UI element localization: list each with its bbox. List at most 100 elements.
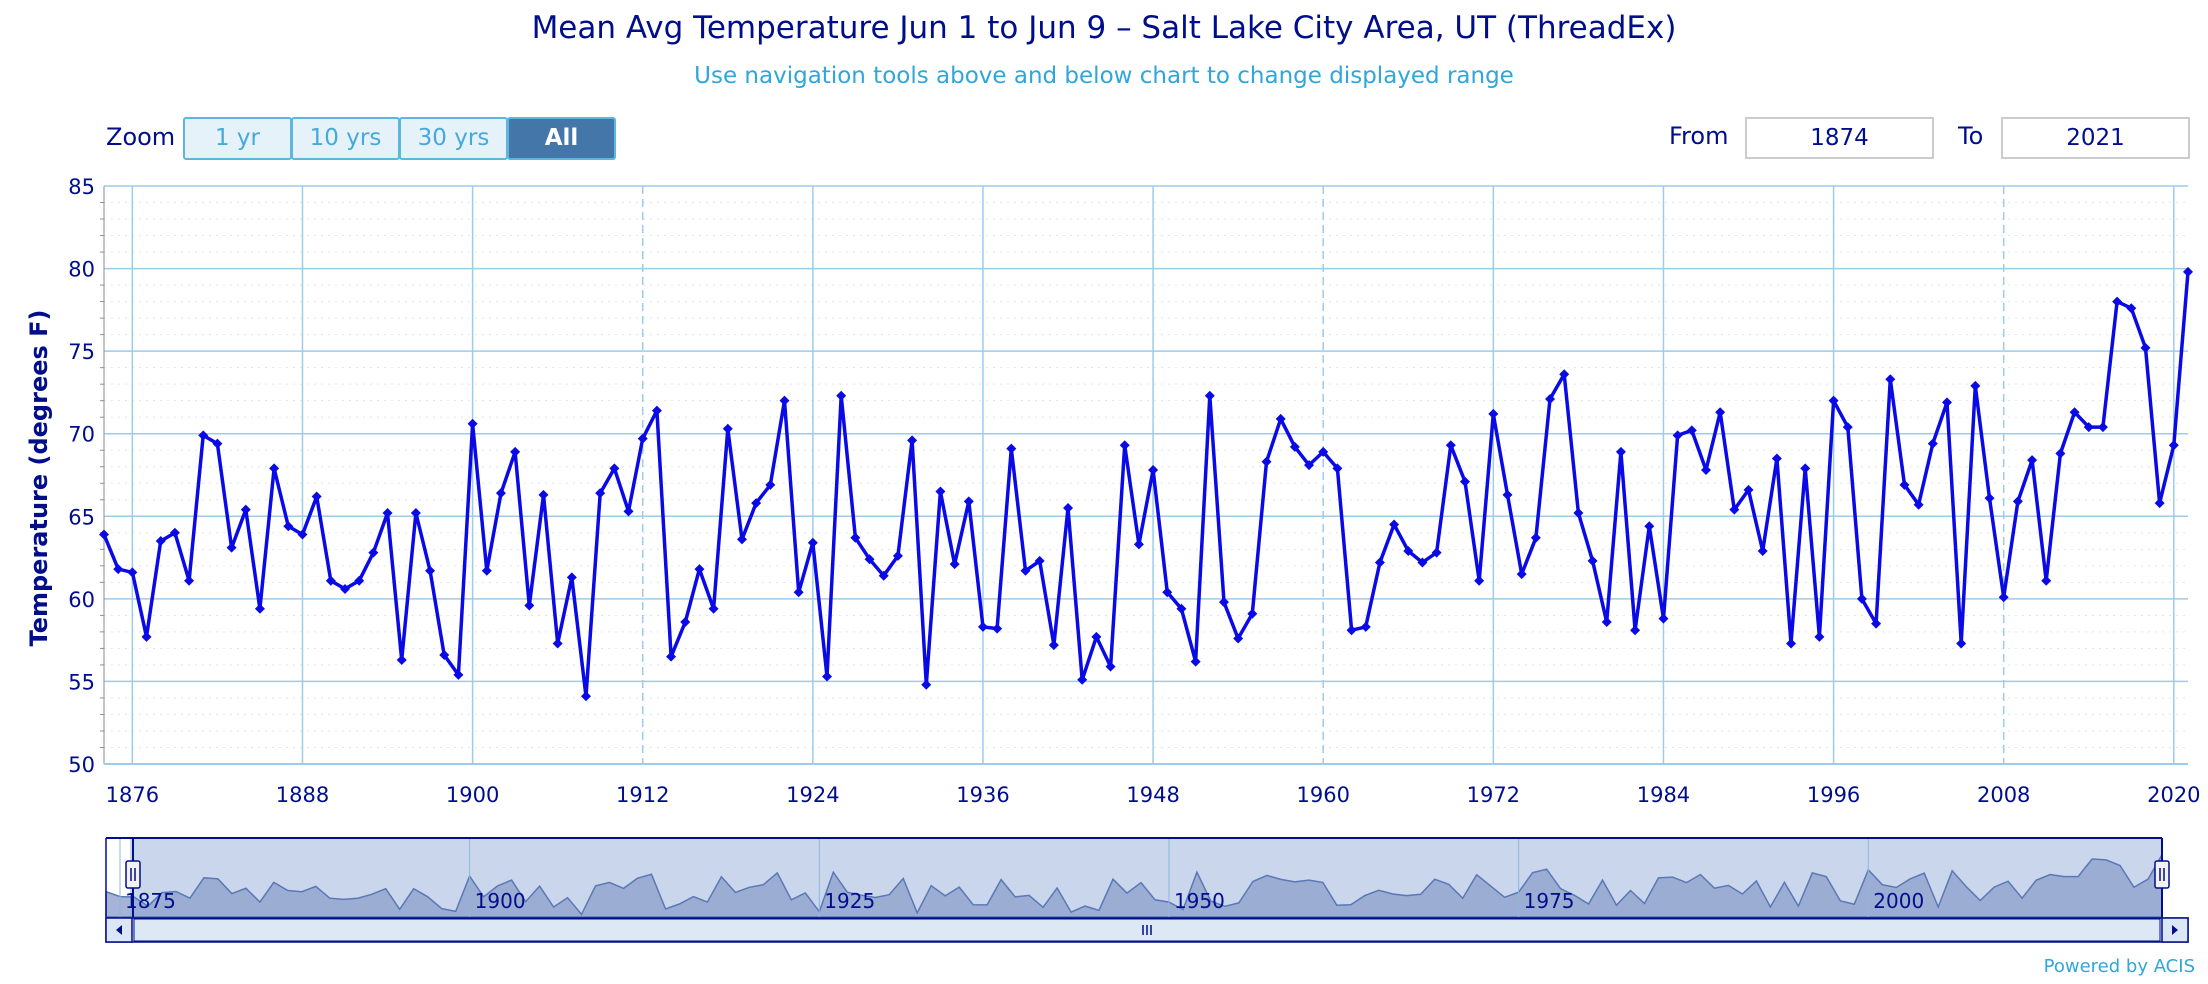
- data-point[interactable]: [1814, 631, 1825, 642]
- data-point[interactable]: [1304, 460, 1315, 471]
- data-point[interactable]: [1672, 430, 1683, 441]
- data-point[interactable]: [1899, 479, 1910, 490]
- zoom-all-button[interactable]: All: [507, 117, 616, 160]
- data-point[interactable]: [992, 623, 1003, 634]
- from-year-input[interactable]: [1745, 117, 1934, 159]
- data-point[interactable]: [736, 534, 747, 545]
- data-point[interactable]: [453, 669, 464, 680]
- data-point[interactable]: [1162, 587, 1173, 598]
- data-point[interactable]: [595, 488, 606, 499]
- data-point[interactable]: [566, 572, 577, 583]
- data-point[interactable]: [1119, 440, 1130, 451]
- data-point[interactable]: [2126, 303, 2137, 314]
- zoom-10yrs-button[interactable]: 10 yrs: [291, 117, 400, 160]
- navigator-left-handle[interactable]: [125, 860, 141, 889]
- data-point[interactable]: [1644, 521, 1655, 532]
- data-point[interactable]: [1488, 408, 1499, 419]
- data-point[interactable]: [1771, 453, 1782, 464]
- data-point[interactable]: [1247, 608, 1258, 619]
- data-point[interactable]: [113, 564, 124, 575]
- data-point[interactable]: [1786, 638, 1797, 649]
- data-point[interactable]: [1332, 463, 1343, 474]
- data-point[interactable]: [127, 567, 138, 578]
- data-point[interactable]: [1502, 489, 1513, 500]
- data-point[interactable]: [538, 489, 549, 500]
- data-point[interactable]: [680, 616, 691, 627]
- data-point[interactable]: [1091, 631, 1102, 642]
- data-point[interactable]: [552, 638, 563, 649]
- scroll-left-button[interactable]: [105, 917, 133, 943]
- data-point[interactable]: [184, 575, 195, 586]
- data-point[interactable]: [1630, 625, 1641, 636]
- data-point[interactable]: [2069, 407, 2080, 418]
- data-point[interactable]: [1587, 555, 1598, 566]
- data-point[interactable]: [2154, 498, 2165, 509]
- data-point[interactable]: [1573, 507, 1584, 518]
- data-point[interactable]: [2055, 448, 2066, 459]
- data-point[interactable]: [1998, 592, 2009, 603]
- data-point[interactable]: [765, 479, 776, 490]
- data-point[interactable]: [1715, 407, 1726, 418]
- data-point[interactable]: [481, 565, 492, 576]
- data-point[interactable]: [254, 603, 265, 614]
- data-point[interactable]: [524, 600, 535, 611]
- data-point[interactable]: [1828, 395, 1839, 406]
- data-point[interactable]: [1289, 441, 1300, 452]
- data-point[interactable]: [1559, 369, 1570, 380]
- data-point[interactable]: [2083, 422, 2094, 433]
- data-point[interactable]: [226, 542, 237, 553]
- data-point[interactable]: [1800, 463, 1811, 474]
- data-point[interactable]: [1261, 456, 1272, 467]
- data-point[interactable]: [1431, 547, 1442, 558]
- data-point[interactable]: [1927, 438, 1938, 449]
- data-point[interactable]: [1218, 597, 1229, 608]
- data-point[interactable]: [2041, 575, 2052, 586]
- data-point[interactable]: [864, 554, 875, 565]
- data-point[interactable]: [1601, 616, 1612, 627]
- data-point[interactable]: [1615, 446, 1626, 457]
- data-point[interactable]: [1275, 413, 1286, 424]
- data-point[interactable]: [1459, 476, 1470, 487]
- data-point[interactable]: [2027, 455, 2038, 466]
- data-point[interactable]: [99, 529, 109, 540]
- data-point[interactable]: [949, 559, 960, 570]
- data-point[interactable]: [354, 575, 365, 586]
- data-point[interactable]: [779, 395, 790, 406]
- data-point[interactable]: [1077, 674, 1088, 685]
- data-point[interactable]: [907, 435, 918, 446]
- data-point[interactable]: [2112, 296, 2123, 307]
- data-point[interactable]: [623, 506, 634, 517]
- data-point[interactable]: [892, 550, 903, 561]
- data-point[interactable]: [1133, 539, 1144, 550]
- data-point[interactable]: [1063, 503, 1074, 514]
- data-point[interactable]: [340, 583, 351, 594]
- data-point[interactable]: [637, 433, 648, 444]
- data-point[interactable]: [722, 423, 733, 434]
- navigator-right-handle[interactable]: [2154, 860, 2170, 889]
- data-point[interactable]: [1856, 593, 1867, 604]
- data-point[interactable]: [609, 463, 620, 474]
- data-point[interactable]: [1686, 425, 1697, 436]
- data-point[interactable]: [198, 430, 209, 441]
- data-point[interactable]: [878, 570, 889, 581]
- data-point[interactable]: [651, 405, 662, 416]
- data-point[interactable]: [822, 671, 833, 682]
- data-point[interactable]: [368, 547, 379, 558]
- powered-by-link[interactable]: Powered by ACIS: [2043, 956, 2195, 977]
- data-point[interactable]: [141, 631, 152, 642]
- data-point[interactable]: [1048, 640, 1059, 651]
- data-point[interactable]: [1346, 625, 1357, 636]
- data-point[interactable]: [169, 527, 180, 538]
- data-point[interactable]: [666, 651, 677, 662]
- data-point[interactable]: [1034, 555, 1045, 566]
- data-point[interactable]: [1006, 443, 1017, 454]
- data-point[interactable]: [2183, 266, 2193, 277]
- data-point[interactable]: [807, 537, 818, 548]
- data-point[interactable]: [1885, 374, 1896, 385]
- data-point[interactable]: [382, 507, 393, 518]
- data-point[interactable]: [1941, 397, 1952, 408]
- data-point[interactable]: [467, 418, 478, 429]
- data-point[interactable]: [510, 446, 521, 457]
- data-point[interactable]: [694, 564, 705, 575]
- data-point[interactable]: [1233, 633, 1244, 644]
